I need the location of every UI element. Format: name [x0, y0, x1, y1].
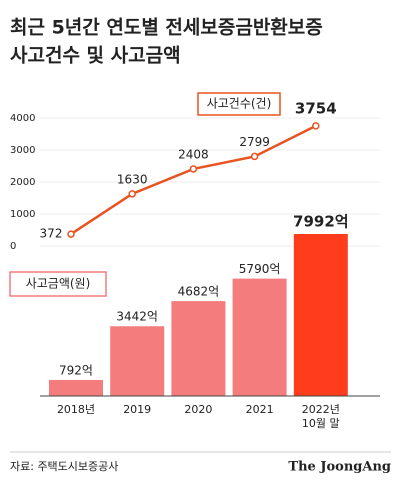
point-label: 3754 — [295, 99, 337, 117]
point — [128, 190, 136, 198]
point — [67, 230, 75, 238]
y-tick-label: 2000 — [10, 177, 35, 188]
bar — [232, 278, 287, 396]
x-tick-label: 2018년 — [57, 403, 95, 416]
point — [189, 165, 198, 173]
bar-label: 792억 — [59, 363, 93, 377]
y-tick-label: 4000 — [10, 113, 35, 124]
bar — [110, 326, 165, 396]
point-label: 2408 — [178, 147, 209, 161]
x-tick-label: 2020 — [184, 403, 212, 416]
point-label: 372 — [40, 227, 63, 241]
point — [312, 122, 320, 130]
point-label: 1630 — [117, 172, 148, 186]
bar-label: 4682억 — [178, 285, 220, 299]
x-tick-label: 2022년 10월 말 — [302, 403, 340, 430]
bar — [49, 379, 103, 396]
y-tick-label: 0 — [10, 241, 16, 252]
y-tick-label: 3000 — [10, 145, 35, 156]
source: 자료: 주택도시보증공사 — [10, 460, 118, 473]
bar-label: 5790억 — [239, 262, 281, 276]
y-tick-label: 1000 — [10, 209, 35, 220]
legend-box — [9, 271, 107, 297]
bar — [171, 301, 226, 396]
legend-label: 사고건수(건) — [207, 97, 272, 111]
legend-label: 사고금액(원) — [26, 277, 91, 291]
point-label: 2799 — [239, 135, 270, 149]
x-tick-label: 2021 — [246, 403, 274, 416]
legend-box — [197, 92, 281, 116]
bar-label: 3442억 — [116, 310, 158, 324]
chart-title: 최근 5년간 연도별 전세보증금반환보증 — [10, 17, 323, 39]
bar — [293, 234, 348, 396]
chart-title: 사고건수 및 사고금액 — [10, 45, 181, 67]
brand: The JoongAng — [288, 460, 391, 475]
point — [250, 152, 259, 161]
bar-label: 7992억 — [293, 213, 349, 231]
x-tick-label: 2019 — [123, 403, 151, 416]
